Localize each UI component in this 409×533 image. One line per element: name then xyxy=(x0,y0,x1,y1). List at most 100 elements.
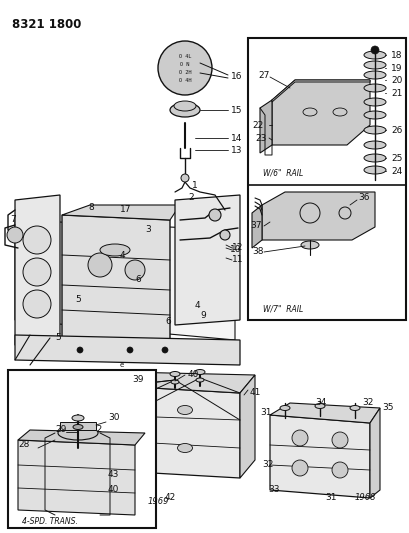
Ellipse shape xyxy=(72,415,84,421)
Ellipse shape xyxy=(363,166,385,174)
Text: 7: 7 xyxy=(10,215,16,224)
Ellipse shape xyxy=(177,406,192,415)
Text: 26: 26 xyxy=(390,125,401,134)
Polygon shape xyxy=(15,335,239,365)
Text: 32: 32 xyxy=(361,399,373,408)
Circle shape xyxy=(127,347,133,353)
Text: 32: 32 xyxy=(261,461,273,470)
Circle shape xyxy=(299,203,319,223)
Polygon shape xyxy=(100,372,254,393)
Text: 4-SPD. TRANS.: 4-SPD. TRANS. xyxy=(22,518,78,527)
Text: 17: 17 xyxy=(120,206,131,214)
Text: 4: 4 xyxy=(195,301,200,310)
Text: 6: 6 xyxy=(164,318,170,327)
Circle shape xyxy=(77,347,83,353)
Circle shape xyxy=(338,207,350,219)
Text: 28: 28 xyxy=(18,440,29,449)
Text: 3: 3 xyxy=(145,225,151,235)
Text: 18: 18 xyxy=(390,51,402,60)
Ellipse shape xyxy=(363,141,385,149)
Text: 6: 6 xyxy=(135,276,140,285)
Ellipse shape xyxy=(363,51,385,59)
Text: W/7"  RAIL: W/7" RAIL xyxy=(262,304,303,313)
Text: O 4L: O 4L xyxy=(178,53,191,59)
Circle shape xyxy=(220,230,229,240)
Text: 37: 37 xyxy=(249,221,261,230)
Ellipse shape xyxy=(171,380,179,384)
Text: 30: 30 xyxy=(108,414,119,423)
Circle shape xyxy=(331,432,347,448)
Polygon shape xyxy=(270,415,369,498)
Text: O 2H: O 2H xyxy=(178,69,191,75)
Text: 23: 23 xyxy=(254,133,266,142)
Text: 15: 15 xyxy=(230,106,242,115)
Ellipse shape xyxy=(363,98,385,106)
Ellipse shape xyxy=(279,406,289,410)
Text: 13: 13 xyxy=(230,146,242,155)
Polygon shape xyxy=(261,192,374,240)
Polygon shape xyxy=(252,205,261,248)
Bar xyxy=(60,422,96,430)
Ellipse shape xyxy=(177,443,192,453)
Text: 1: 1 xyxy=(191,181,197,190)
Ellipse shape xyxy=(349,406,359,410)
Text: 8321 1800: 8321 1800 xyxy=(12,18,81,31)
Circle shape xyxy=(125,260,145,280)
Text: 16: 16 xyxy=(230,71,242,80)
Text: 4: 4 xyxy=(120,251,125,260)
Polygon shape xyxy=(271,80,369,145)
Polygon shape xyxy=(239,375,254,478)
Ellipse shape xyxy=(363,154,385,162)
Text: 36: 36 xyxy=(357,192,369,201)
Text: 35: 35 xyxy=(381,403,393,413)
Circle shape xyxy=(162,347,168,353)
Text: 41: 41 xyxy=(249,389,261,398)
Text: O N: O N xyxy=(180,61,189,67)
Text: 25: 25 xyxy=(390,154,401,163)
Text: 2: 2 xyxy=(188,193,193,203)
Polygon shape xyxy=(62,205,180,220)
Ellipse shape xyxy=(196,378,204,382)
Circle shape xyxy=(209,209,220,221)
Ellipse shape xyxy=(170,103,200,117)
Ellipse shape xyxy=(195,369,204,375)
Polygon shape xyxy=(270,403,379,423)
Text: 10: 10 xyxy=(229,246,241,254)
Text: 40: 40 xyxy=(188,370,199,379)
Text: O 4H: O 4H xyxy=(178,77,191,83)
Text: e: e xyxy=(120,362,124,368)
Ellipse shape xyxy=(100,244,130,256)
Text: 39: 39 xyxy=(132,376,143,384)
Text: 21: 21 xyxy=(390,88,401,98)
Text: 8: 8 xyxy=(88,204,94,213)
Circle shape xyxy=(291,430,307,446)
Text: 12: 12 xyxy=(231,244,243,253)
Ellipse shape xyxy=(173,101,196,111)
Circle shape xyxy=(88,253,112,277)
Circle shape xyxy=(370,46,378,54)
Polygon shape xyxy=(15,195,60,350)
Polygon shape xyxy=(62,215,170,345)
Circle shape xyxy=(291,460,307,476)
Ellipse shape xyxy=(170,372,180,376)
Ellipse shape xyxy=(302,108,316,116)
Ellipse shape xyxy=(363,126,385,134)
Text: 31: 31 xyxy=(324,494,336,503)
Polygon shape xyxy=(18,430,145,445)
Ellipse shape xyxy=(73,424,83,430)
Text: 29: 29 xyxy=(55,425,66,434)
Polygon shape xyxy=(15,220,234,340)
Ellipse shape xyxy=(332,108,346,116)
Circle shape xyxy=(7,227,23,243)
Circle shape xyxy=(331,462,347,478)
Ellipse shape xyxy=(363,61,385,69)
Ellipse shape xyxy=(363,71,385,79)
Text: 27: 27 xyxy=(257,70,269,79)
Bar xyxy=(8,370,155,528)
Text: 1969: 1969 xyxy=(148,497,169,506)
Text: 43: 43 xyxy=(108,471,119,480)
Circle shape xyxy=(180,174,189,182)
Text: W/6"  RAIL: W/6" RAIL xyxy=(262,169,303,178)
Ellipse shape xyxy=(58,426,98,440)
Text: 33: 33 xyxy=(267,486,279,495)
